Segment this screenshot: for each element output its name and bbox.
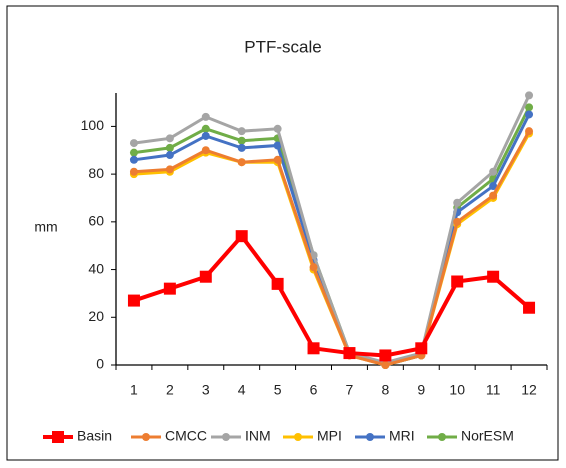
marker [273, 124, 282, 133]
legend-label: INM [245, 428, 271, 444]
chart-frame [6, 5, 559, 461]
y-tick-label: 0 [96, 356, 104, 372]
marker [199, 270, 212, 283]
marker [237, 127, 246, 136]
marker [451, 275, 464, 288]
x-tick-label: 3 [202, 382, 210, 398]
y-tick-label: 20 [88, 308, 104, 324]
marker [237, 158, 246, 167]
marker [525, 127, 534, 136]
x-tick-label: 8 [381, 382, 389, 398]
chart-title: PTF-scale [244, 37, 321, 56]
marker [525, 103, 534, 112]
legend-label: NorESM [461, 428, 514, 444]
marker [415, 342, 428, 355]
marker [343, 347, 356, 360]
y-tick-label: 40 [88, 260, 104, 276]
marker [489, 182, 498, 191]
marker [165, 134, 174, 143]
marker [271, 277, 284, 290]
marker [453, 198, 462, 207]
legend-label: MPI [317, 428, 342, 444]
y-axis-label: mm [34, 219, 57, 235]
marker [129, 148, 138, 157]
marker [201, 112, 210, 121]
marker [523, 301, 536, 314]
marker [273, 141, 282, 150]
marker [165, 143, 174, 152]
marker [489, 167, 498, 176]
x-tick-label: 5 [274, 382, 282, 398]
marker [309, 263, 318, 272]
marker [237, 143, 246, 152]
marker [129, 139, 138, 148]
marker [307, 342, 320, 355]
marker [525, 110, 534, 119]
marker [165, 165, 174, 174]
marker [165, 151, 174, 160]
marker [453, 217, 462, 226]
marker [201, 131, 210, 140]
marker [489, 191, 498, 200]
x-tick-label: 12 [521, 382, 537, 398]
marker [525, 91, 534, 100]
legend-marker [222, 433, 230, 441]
marker [273, 155, 282, 164]
marker [379, 349, 392, 362]
x-tick-label: 2 [166, 382, 174, 398]
x-tick-label: 4 [238, 382, 246, 398]
x-tick-label: 10 [449, 382, 465, 398]
x-tick-label: 1 [130, 382, 138, 398]
marker [487, 270, 500, 283]
marker [201, 146, 210, 155]
marker [237, 136, 246, 145]
marker [127, 294, 140, 307]
legend-marker [52, 431, 64, 443]
marker [201, 124, 210, 133]
marker [129, 167, 138, 176]
x-tick-label: 7 [346, 382, 354, 398]
x-tick-label: 11 [486, 382, 501, 398]
y-tick-label: 60 [88, 213, 104, 229]
series-line [133, 94, 531, 365]
y-tick-label: 100 [81, 117, 105, 133]
marker [163, 282, 176, 295]
marker [381, 361, 390, 369]
legend-marker [294, 433, 302, 441]
marker [235, 230, 248, 243]
legend-label: Basin [77, 428, 112, 444]
legend-marker [438, 433, 446, 441]
x-tick-label: 9 [417, 382, 425, 398]
legend-label: MRI [389, 428, 415, 444]
y-tick-label: 80 [88, 165, 104, 181]
series-line [133, 130, 531, 367]
legend-marker [142, 433, 150, 441]
x-tick-label: 6 [310, 382, 318, 398]
legend-label: CMCC [165, 428, 207, 444]
legend-marker [366, 433, 374, 441]
marker [129, 155, 138, 164]
